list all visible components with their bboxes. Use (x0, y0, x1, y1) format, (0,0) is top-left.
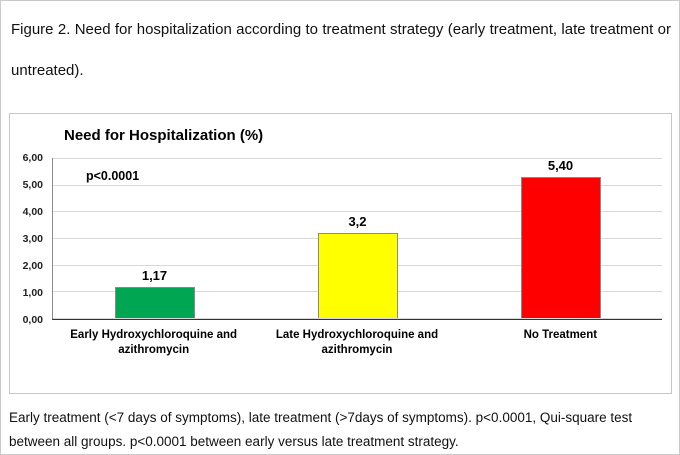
y-tick-label: 6,00 (22, 152, 43, 164)
y-axis-labels: 6,00 5,00 4,00 3,00 2,00 1,00 0,00 (10, 152, 48, 326)
bar (317, 232, 398, 318)
gridline (53, 158, 662, 159)
bars: 1,17 3,2 5,40 (53, 158, 662, 318)
figure-caption-bottom: Early treatment (<7 days of symptoms), l… (9, 410, 633, 449)
y-tick-label: 4,00 (22, 206, 43, 218)
bar (114, 286, 195, 318)
bar-value-label: 5,40 (547, 158, 574, 173)
bar-group: 5,40 (520, 158, 601, 318)
y-tick-label: 2,00 (22, 260, 43, 272)
pvalue-annotation: p<0.0001 (86, 169, 140, 183)
chart-title: Need for Hospitalization (%) (64, 127, 264, 144)
x-category-label: Early Hydroxychloroquine and azithromyci… (70, 329, 238, 356)
bar-value-label: 3,2 (348, 213, 367, 229)
gridline (53, 211, 662, 213)
bar-value-label: 1,17 (141, 267, 168, 283)
bar (520, 177, 601, 318)
x-category-label: No Treatment (523, 329, 598, 341)
gridline (53, 184, 662, 186)
gridline (53, 318, 662, 319)
y-tick-label: 0,00 (22, 314, 43, 326)
y-tick-label: 1,00 (22, 287, 43, 299)
plot-area: 1,17 3,2 5,40 (52, 158, 662, 320)
bar-group: 3,2 (317, 158, 398, 318)
bar-chart: Need for Hospitalization (%) p<0.0001 6,… (9, 113, 672, 394)
y-tick-label: 3,00 (22, 233, 43, 245)
figure-caption-top: Figure 2. Need for hospitalization accor… (11, 21, 671, 79)
y-tick-label: 5,00 (22, 179, 43, 191)
bar-group: 1,17 (114, 158, 195, 318)
x-axis-labels: Early Hydroxychloroquine and azithromyci… (52, 328, 662, 358)
x-category-label: Late Hydroxychloroquine and azithromycin (275, 329, 439, 356)
